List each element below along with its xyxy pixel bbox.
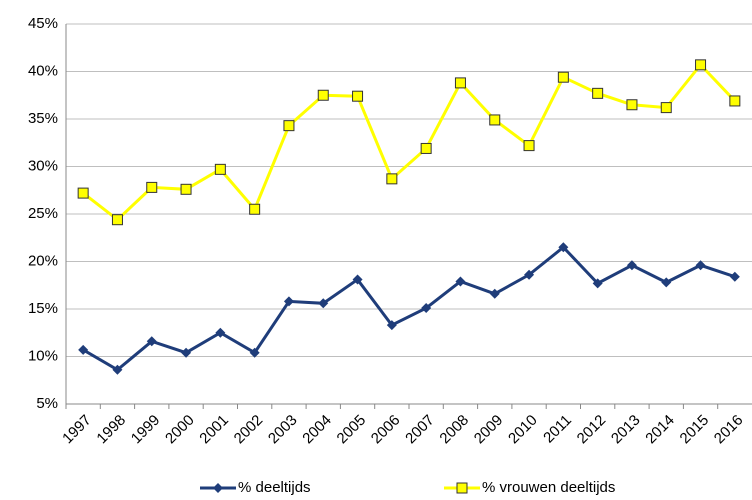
point-marker	[352, 274, 363, 285]
point-marker	[524, 269, 535, 280]
x-tick-label: 2000	[162, 412, 198, 448]
point-marker	[283, 120, 295, 132]
x-tick-label: 2009	[471, 412, 507, 448]
x-tick-label: 2014	[642, 412, 678, 448]
point-marker	[729, 271, 740, 282]
point-marker	[146, 181, 158, 193]
y-tick-label: 45%	[28, 15, 58, 32]
point-marker	[695, 59, 707, 71]
x-tick-label: 2006	[368, 412, 404, 448]
point-marker	[626, 99, 638, 111]
point-marker	[695, 260, 706, 271]
y-tick-label: 20%	[28, 252, 58, 269]
x-tick-label: 2005	[334, 412, 370, 448]
x-tick-label: 2013	[608, 412, 644, 448]
point-marker	[661, 277, 672, 288]
y-tick-label: 25%	[28, 205, 58, 222]
x-tick-label: 2015	[677, 412, 713, 448]
point-marker	[249, 347, 260, 358]
point-marker	[592, 87, 604, 99]
x-tick-label: 2002	[231, 412, 267, 448]
x-tick-label: 2012	[574, 412, 610, 448]
series-line	[82, 245, 736, 372]
point-marker	[454, 77, 466, 89]
point-marker	[626, 260, 637, 271]
y-tick-label: 10%	[28, 347, 58, 364]
point-marker	[146, 336, 157, 347]
x-tick-label: 2011	[540, 412, 575, 447]
legend-marker	[213, 483, 223, 493]
legend-label: % deeltijds	[238, 479, 311, 496]
point-marker	[386, 320, 397, 331]
point-marker	[180, 183, 192, 195]
point-marker	[352, 90, 364, 102]
y-tick-label: 30%	[28, 157, 58, 174]
point-marker	[78, 344, 89, 355]
x-tick-label: 2004	[299, 412, 335, 448]
y-tick-label: 5%	[36, 395, 58, 412]
point-marker	[455, 276, 466, 287]
point-marker	[318, 298, 329, 309]
y-tick-label: 40%	[28, 62, 58, 79]
x-tick-label: 1999	[128, 412, 164, 448]
point-marker	[489, 288, 500, 299]
series-line	[82, 62, 736, 222]
legend-label: % vrouwen deeltijds	[482, 479, 615, 496]
point-marker	[215, 327, 226, 338]
x-tick-label: 1997	[59, 412, 95, 448]
point-marker	[489, 114, 501, 126]
point-marker	[214, 163, 226, 175]
point-marker	[592, 278, 603, 289]
point-marker	[283, 296, 294, 307]
point-marker	[729, 95, 741, 107]
x-tick-label: 2016	[711, 412, 747, 448]
point-marker	[557, 71, 569, 83]
point-marker	[112, 364, 123, 375]
point-marker	[181, 347, 192, 358]
y-tick-label: 35%	[28, 110, 58, 127]
point-marker	[421, 303, 432, 314]
point-marker	[523, 140, 535, 152]
point-marker	[420, 142, 432, 154]
x-tick-label: 1998	[93, 412, 129, 448]
x-tick-label: 2007	[402, 412, 438, 448]
x-tick-label: 2001	[196, 412, 232, 448]
point-marker	[111, 214, 123, 226]
x-tick-label: 2010	[505, 412, 541, 448]
x-tick-label: 2003	[265, 412, 301, 448]
point-marker	[386, 173, 398, 185]
point-marker	[660, 102, 672, 114]
point-marker	[249, 203, 261, 215]
x-tick-label: 2008	[436, 412, 472, 448]
point-marker	[317, 89, 329, 101]
y-tick-label: 15%	[28, 300, 58, 317]
point-marker	[558, 242, 569, 253]
point-marker	[77, 187, 89, 199]
legend-marker	[456, 482, 468, 494]
